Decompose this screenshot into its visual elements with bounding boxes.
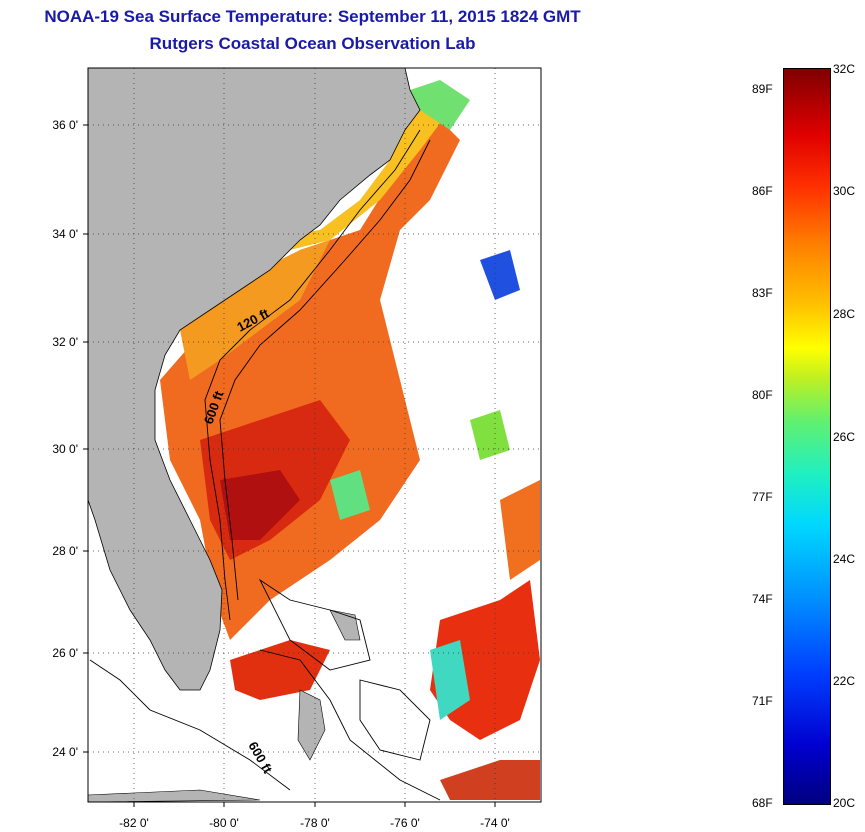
lon-tick-label: -82 0' [119, 816, 149, 830]
colorbar-f-label: 86F [752, 184, 773, 198]
colorbar-c-label: 30C [833, 184, 856, 198]
colorbar-c-label: 24C [833, 552, 856, 566]
colorbar-f-label: 89F [752, 82, 773, 96]
colorbar-c-label: 26C [833, 430, 856, 444]
lon-tick-label: -76 0' [390, 816, 420, 830]
temperature-colorbar [783, 68, 831, 805]
map-subtitle: Rutgers Coastal Ocean Observation Lab [149, 34, 476, 53]
colorbar-f-label: 74F [752, 592, 773, 606]
colorbar-c-label: 28C [833, 307, 856, 321]
lat-tick-label: 28 0' [52, 544, 78, 558]
map-title: NOAA-19 Sea Surface Temperature: Septemb… [44, 7, 581, 26]
depth-contours [89, 129, 441, 801]
lon-tick-label: -74 0' [480, 816, 510, 830]
lat-tick-label: 32 0' [52, 335, 78, 349]
tick-marks [83, 124, 496, 807]
colorbar-c-label: 32C [833, 62, 856, 76]
colorbar-f-label: 71F [752, 694, 773, 708]
sst-map: -82 0' -80 0' -78 0' -76 0' -74 0' 36 0'… [52, 67, 542, 830]
lon-tick-label: -78 0' [300, 816, 330, 830]
land-mainland [87, 67, 421, 691]
colorbar-c-label: 20C [833, 796, 856, 810]
colorbar-f-label: 77F [752, 490, 773, 504]
lat-tick-label: 26 0' [52, 646, 78, 660]
colorbar-f-label: 68F [752, 796, 773, 810]
colorbar-f-label: 83F [752, 286, 773, 300]
lon-tick-label: -80 0' [209, 816, 239, 830]
lat-tick-label: 24 0' [52, 745, 78, 759]
colorbar-c-label: 22C [833, 674, 856, 688]
land-bahamas [297, 689, 326, 761]
graticule [88, 68, 541, 802]
sst-field [160, 80, 540, 800]
lat-tick-label: 36 0' [52, 118, 78, 132]
lat-tick-label: 34 0' [52, 227, 78, 241]
colorbar-f-label: 80F [752, 388, 773, 402]
lat-tick-label: 30 0' [52, 442, 78, 456]
